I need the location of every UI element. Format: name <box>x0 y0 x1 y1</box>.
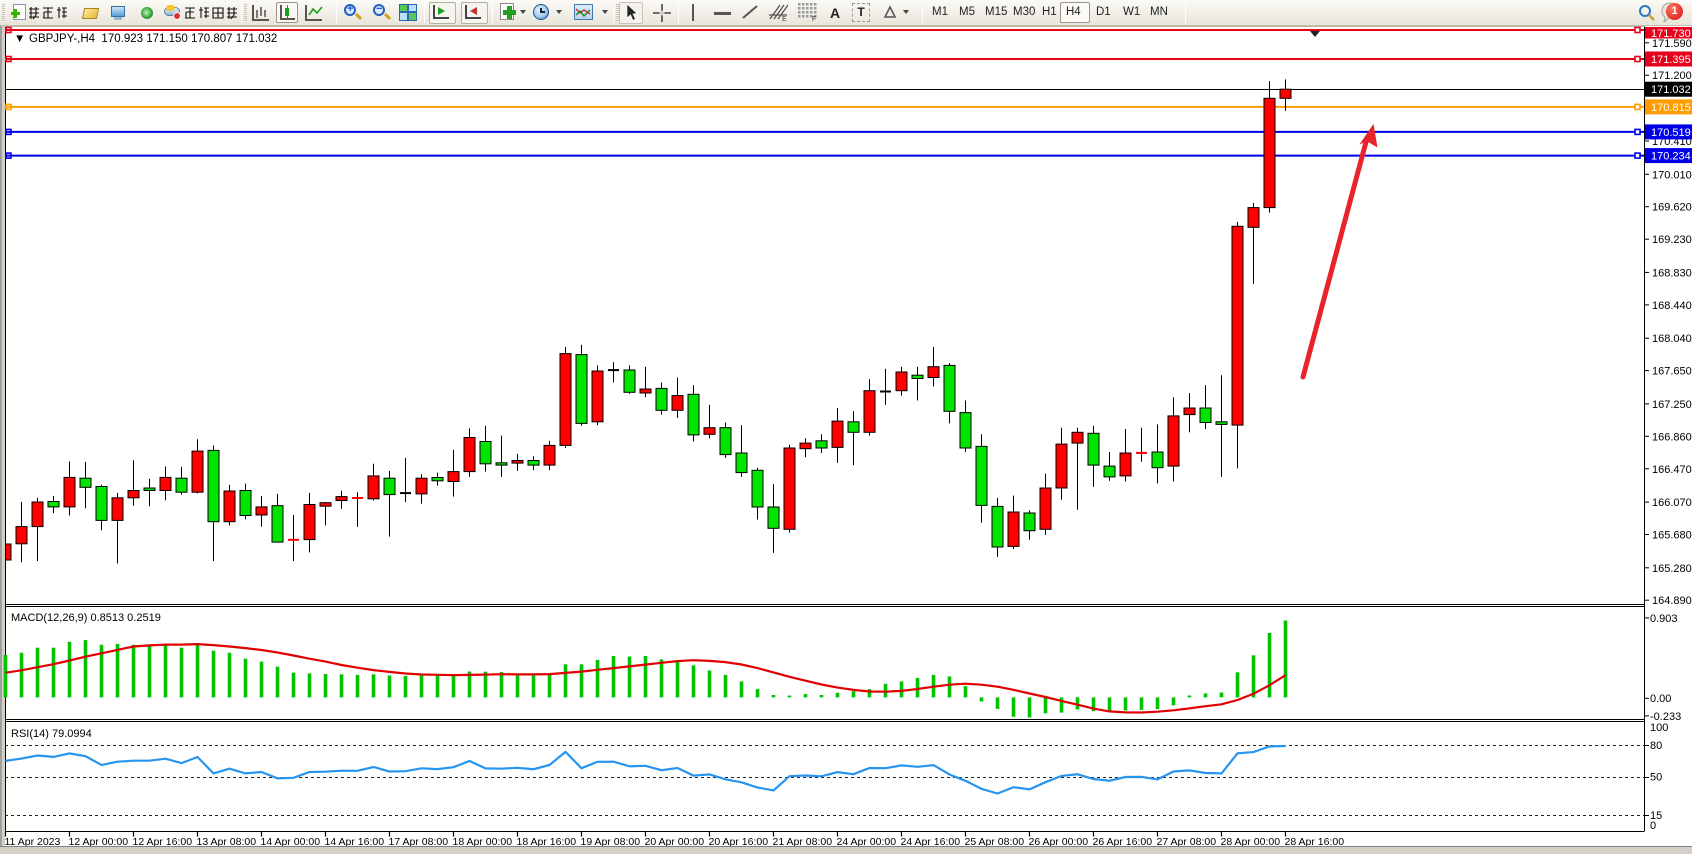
svg-text:17 Apr 08:00: 17 Apr 08:00 <box>389 836 449 848</box>
svg-text:166.860: 166.860 <box>1652 431 1692 443</box>
svg-text:167.650: 167.650 <box>1652 366 1692 378</box>
svg-text:19 Apr 08:00: 19 Apr 08:00 <box>581 836 641 848</box>
svg-text:GBPJPY-,H4 170.923 171.150 17: GBPJPY-,H4 170.923 171.150 170.807 171.0… <box>29 33 277 45</box>
svg-text:165.680: 165.680 <box>1652 530 1692 542</box>
svg-text:26 Apr 16:00: 26 Apr 16:00 <box>1093 836 1153 848</box>
svg-text:168.040: 168.040 <box>1652 333 1692 345</box>
svg-text:169.620: 169.620 <box>1652 202 1692 214</box>
svg-text:0: 0 <box>1650 820 1656 832</box>
svg-text:168.830: 168.830 <box>1652 267 1692 279</box>
svg-text:167.250: 167.250 <box>1652 399 1692 411</box>
svg-text:168.440: 168.440 <box>1652 300 1692 312</box>
svg-text:E: E <box>782 16 787 21</box>
svg-text:▼: ▼ <box>14 33 25 45</box>
svg-text:0.00: 0.00 <box>1650 693 1671 705</box>
svg-text:18 Apr 00:00: 18 Apr 00:00 <box>453 836 513 848</box>
svg-text:80: 80 <box>1650 740 1662 752</box>
svg-text:165.280: 165.280 <box>1652 563 1692 575</box>
svg-text:171.730: 171.730 <box>1651 28 1691 40</box>
svg-text:170.010: 170.010 <box>1652 169 1692 181</box>
svg-text:-0.233: -0.233 <box>1650 711 1681 723</box>
svg-text:13 Apr 08:00: 13 Apr 08:00 <box>197 836 257 848</box>
svg-text:20 Apr 16:00: 20 Apr 16:00 <box>709 836 769 848</box>
svg-text:21 Apr 08:00: 21 Apr 08:00 <box>773 836 833 848</box>
svg-text:26 Apr 00:00: 26 Apr 00:00 <box>1029 836 1089 848</box>
svg-text:50: 50 <box>1650 772 1662 784</box>
svg-text:170.815: 170.815 <box>1651 102 1691 114</box>
svg-text:170.234: 170.234 <box>1651 151 1691 163</box>
svg-text:28 Apr 00:00: 28 Apr 00:00 <box>1221 836 1281 848</box>
svg-text:171.590: 171.590 <box>1652 38 1692 50</box>
svg-text:0.903: 0.903 <box>1650 613 1678 625</box>
svg-text:14 Apr 16:00: 14 Apr 16:00 <box>325 836 385 848</box>
svg-text:171.395: 171.395 <box>1651 54 1691 66</box>
svg-text:170.519: 170.519 <box>1651 127 1691 139</box>
svg-text:27 Apr 08:00: 27 Apr 08:00 <box>1157 836 1217 848</box>
svg-text:14 Apr 00:00: 14 Apr 00:00 <box>261 836 321 848</box>
svg-text:169.230: 169.230 <box>1652 234 1692 246</box>
svg-text:15: 15 <box>1650 810 1662 822</box>
svg-text:11 Apr 2023: 11 Apr 2023 <box>5 836 61 848</box>
svg-text:12 Apr 00:00: 12 Apr 00:00 <box>69 836 129 848</box>
svg-text:28 Apr 16:00: 28 Apr 16:00 <box>1285 836 1345 848</box>
svg-text:MACD(12,26,9) 0.8513 0.2519: MACD(12,26,9) 0.8513 0.2519 <box>11 612 161 624</box>
svg-text:24 Apr 00:00: 24 Apr 00:00 <box>837 836 897 848</box>
svg-text:12 Apr 16:00: 12 Apr 16:00 <box>133 836 193 848</box>
svg-text:20 Apr 00:00: 20 Apr 00:00 <box>645 836 705 848</box>
svg-text:24 Apr 16:00: 24 Apr 16:00 <box>901 836 961 848</box>
svg-text:171.200: 171.200 <box>1652 70 1692 82</box>
svg-text:25 Apr 08:00: 25 Apr 08:00 <box>965 836 1025 848</box>
svg-text:166.070: 166.070 <box>1652 497 1692 509</box>
svg-text:F: F <box>812 16 816 21</box>
svg-text:100: 100 <box>1650 722 1668 734</box>
svg-text:164.890: 164.890 <box>1652 595 1692 607</box>
svg-text:171.032: 171.032 <box>1651 84 1691 96</box>
svg-text:RSI(14) 79.0994: RSI(14) 79.0994 <box>11 728 92 740</box>
svg-text:18 Apr 16:00: 18 Apr 16:00 <box>517 836 577 848</box>
svg-text:166.470: 166.470 <box>1652 464 1692 476</box>
